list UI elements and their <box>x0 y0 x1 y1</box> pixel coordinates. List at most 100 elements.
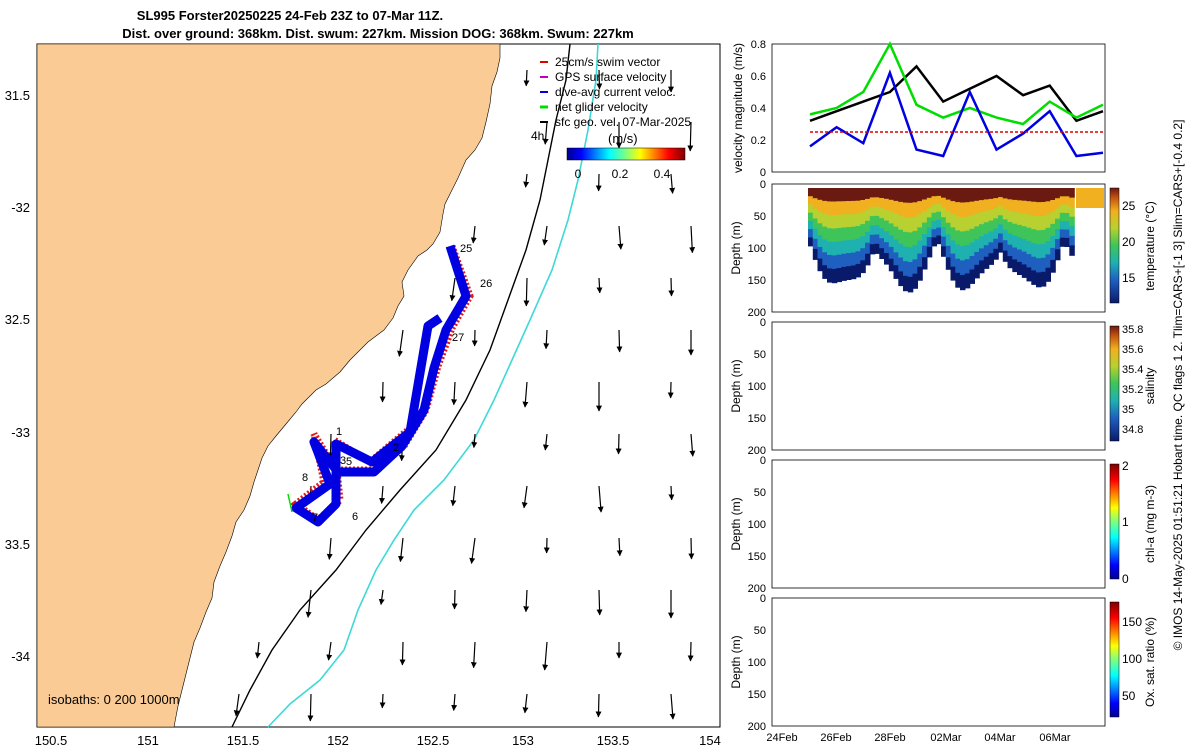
section-cell <box>1017 249 1023 263</box>
geo-velocity-arrow <box>254 641 261 659</box>
section-cell <box>865 188 871 200</box>
section-cell <box>846 188 852 202</box>
oxygen-ytick: 0 <box>760 593 766 605</box>
geo-velocity-arrow <box>326 537 333 560</box>
section-cell <box>860 224 866 237</box>
section-cell <box>1012 223 1018 237</box>
section-cell <box>841 240 847 255</box>
salinity-cbar-label: salinity <box>1143 368 1157 405</box>
track-green-net <box>287 493 293 513</box>
section-cell <box>907 188 914 204</box>
salinity-ylabel: Depth (m) <box>729 359 743 412</box>
section-cell <box>912 202 918 218</box>
section-cell <box>998 215 1004 226</box>
section-cell <box>912 245 918 261</box>
section-cell <box>974 188 980 202</box>
section-cell <box>860 188 866 201</box>
section-cell <box>879 218 885 229</box>
map-x-tick: 151.5 <box>227 733 260 748</box>
map-x-axis: 150.5 151 151.5 152 152.5 153 153.5 154 <box>35 733 721 748</box>
section-cell <box>1050 188 1056 201</box>
section-cell <box>1017 261 1023 275</box>
section-cell <box>846 201 852 215</box>
section-cell <box>941 207 947 218</box>
section-cell <box>817 211 823 225</box>
geo-velocity-arrow <box>379 381 386 403</box>
section-cell <box>846 266 852 280</box>
section-cell <box>888 258 895 272</box>
geo-velocity-arrow <box>542 225 549 246</box>
section-cell <box>979 260 985 274</box>
waypoint-label: 25 <box>460 243 472 255</box>
section-cell <box>1069 226 1075 237</box>
section-cell <box>1012 235 1018 249</box>
section-cell <box>827 214 833 229</box>
section-cell <box>903 188 909 204</box>
section-cell <box>898 271 904 287</box>
section-cell <box>879 198 885 209</box>
oxygen-axes <box>771 597 1106 727</box>
section-cell <box>869 206 876 217</box>
section-cell <box>898 201 904 217</box>
section-cell <box>874 188 880 199</box>
legend-net-velocity: net glider velocity <box>555 100 648 114</box>
section-cell <box>983 233 990 246</box>
section-cell <box>964 188 971 203</box>
waypoint-label: 5 <box>346 456 352 468</box>
section-cell <box>879 248 885 259</box>
waypoint-label: 2 <box>393 442 399 454</box>
section-cell <box>874 197 880 208</box>
section-cell <box>898 215 904 231</box>
section-cell <box>812 188 819 199</box>
section-cell <box>922 211 928 224</box>
section-cell <box>1045 267 1051 282</box>
section-cell <box>1059 229 1066 239</box>
section-cell <box>827 268 833 283</box>
section-cell <box>950 201 956 215</box>
geo-velocity-arrow <box>378 589 385 606</box>
section-cell <box>822 188 828 202</box>
section-cell <box>850 265 857 280</box>
section-cell <box>888 223 895 236</box>
isobaths-label: isobaths: 0 200 1000m <box>48 692 180 707</box>
oxygen-ytick: 50 <box>754 625 766 637</box>
section-cell <box>1045 254 1051 269</box>
geo-velocity-arrow <box>596 589 603 616</box>
section-cell <box>1031 201 1037 217</box>
velocity-series-net-glider-velocity <box>809 41 1104 126</box>
section-cell <box>917 240 923 255</box>
section-cell <box>1007 199 1013 212</box>
section-cell <box>1036 216 1042 231</box>
temperature-ytick: 150 <box>748 275 766 287</box>
chla-cbar-tick: 2 <box>1122 459 1129 473</box>
section-heatmap <box>808 188 1104 293</box>
section-cell <box>850 239 857 254</box>
section-cell <box>1064 196 1070 206</box>
section-cell <box>1002 188 1009 200</box>
section-cell <box>888 211 895 225</box>
isobath-200m <box>231 43 571 728</box>
section-cell <box>993 228 999 240</box>
section-cell <box>822 252 828 266</box>
section-cell <box>812 208 819 220</box>
section-cell <box>808 212 814 222</box>
section-cell <box>836 228 842 243</box>
section-cell <box>822 239 828 254</box>
section-cell <box>950 227 956 242</box>
section-cell <box>955 188 961 203</box>
section-cell <box>831 215 838 230</box>
section-cell <box>836 214 842 229</box>
section-cell <box>836 268 842 283</box>
section-cell <box>979 188 985 201</box>
section-cell <box>1036 258 1042 274</box>
waypoint-label: 3 <box>340 455 346 467</box>
title-line-2: Dist. over ground: 368km. Dist. swum: 22… <box>122 26 634 41</box>
temperature-ylabel: Depth (m) <box>729 221 743 274</box>
temperature-cbar-tick: 25 <box>1122 199 1136 213</box>
salinity-ytick: 200 <box>748 445 766 457</box>
geo-velocity-arrow <box>379 485 386 504</box>
section-cell <box>827 241 833 256</box>
section-cell <box>936 203 942 213</box>
section-cell <box>1036 272 1042 288</box>
section-cell <box>917 253 923 268</box>
